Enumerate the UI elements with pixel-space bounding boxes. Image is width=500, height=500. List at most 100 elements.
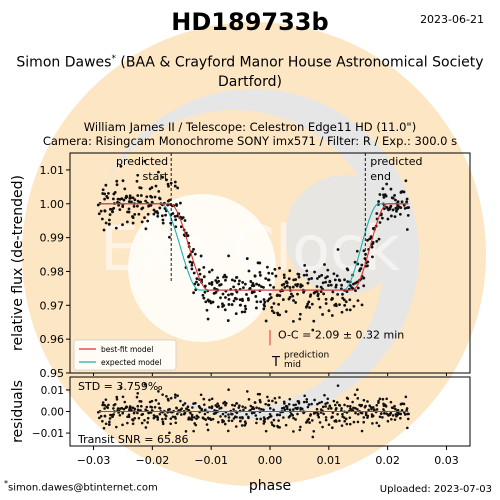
residual-point [263,420,266,424]
data-point [111,210,115,214]
residual-point [226,429,230,433]
data-point [317,297,321,301]
residual-point [164,414,168,418]
data-point [136,204,139,208]
residual-point [399,416,402,420]
residual-point [364,411,368,415]
data-point [223,273,227,277]
data-point [356,299,360,302]
data-point [254,295,258,298]
data-point [202,296,206,300]
data-point [108,218,111,222]
residual-y-tick-label: −0.01 [32,428,64,440]
data-point [331,290,335,294]
residual-point [377,424,381,428]
residual-point [353,393,357,396]
residual-point [111,415,114,418]
data-point [324,302,328,305]
data-point [237,282,241,286]
residual-point [133,416,136,420]
data-point [366,264,369,268]
residual-point [356,388,359,392]
residual-point [320,400,324,404]
residual-point [276,413,279,416]
data-point [104,183,108,187]
residual-point [321,425,324,429]
data-point [339,287,343,291]
residual-point [174,421,178,425]
residual-point [190,413,194,417]
residual-point [232,408,235,411]
residual-point [130,409,133,412]
data-point [282,276,286,279]
residual-point [407,412,410,416]
residual-point [146,421,149,424]
residual-point [97,416,101,420]
data-point [149,204,153,207]
residual-point [227,416,231,419]
data-point [204,300,208,304]
y-tick-label: 0.98 [40,265,65,278]
data-point [224,296,227,299]
data-point [101,188,105,192]
residual-point [322,412,325,416]
residual-point [128,408,131,412]
residual-point [255,417,259,421]
data-point [127,207,131,211]
data-point [377,200,380,203]
residual-point [333,403,337,407]
data-point [173,180,177,184]
data-point [309,293,313,297]
data-point [156,214,160,218]
residual-point [131,418,135,422]
residual-point [169,422,173,426]
data-point [230,292,234,296]
data-point [232,299,236,303]
data-point [238,303,242,307]
data-point [127,210,131,214]
residual-point [274,401,278,404]
residual-point [192,416,196,419]
data-point [291,285,295,289]
data-point [371,255,374,259]
data-point [291,294,295,298]
residual-point [115,398,119,401]
data-point [316,277,319,280]
data-point [103,197,106,201]
residual-point [302,400,306,404]
data-point [359,267,363,270]
residual-point [150,406,154,409]
data-point [244,307,248,311]
data-point [213,286,216,290]
data-point [150,200,154,204]
data-point [322,292,326,296]
prediction-mid-label: mid [284,360,301,370]
data-point [390,196,394,200]
data-point [146,212,150,216]
data-point [246,297,250,300]
data-point [152,212,156,216]
data-point [323,263,326,266]
data-point [208,270,211,274]
data-point [393,194,396,197]
residual-point [190,415,194,419]
residual-point [241,405,244,408]
data-point [348,308,352,312]
residual-point [169,417,173,420]
data-point [115,179,119,183]
residual-point [396,413,399,417]
residual-point [335,420,338,423]
data-point [224,278,227,282]
data-point [272,285,276,289]
residual-point [308,421,311,424]
data-point [327,284,330,287]
data-point [366,260,370,264]
data-point [267,278,271,282]
data-point [255,282,258,286]
residual-point [133,407,137,411]
residual-point [253,401,257,404]
residual-point [327,423,331,426]
residual-point [360,429,364,433]
residual-point [343,416,346,419]
y-tick-label: 0.97 [40,299,65,312]
